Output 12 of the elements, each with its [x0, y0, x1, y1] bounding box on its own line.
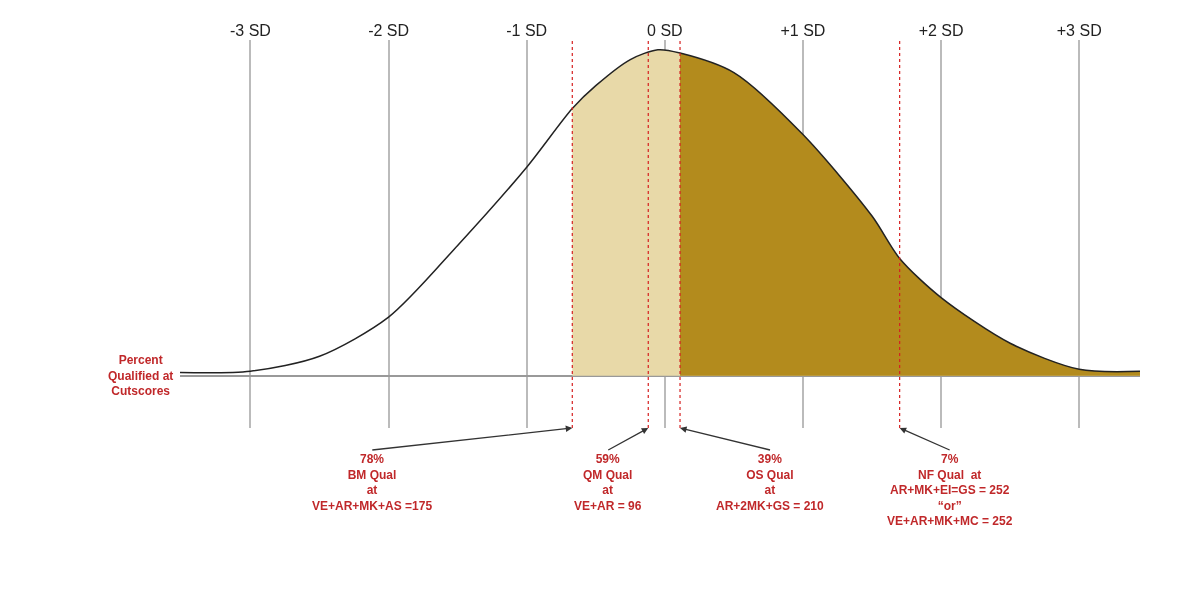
- text: 59% QM Qual at VE+AR = 96: [574, 452, 642, 513]
- text: 7% NF Qual at AR+MK+EI=GS = 252 “or” VE+AR+MK+MC = 252: [887, 452, 1013, 529]
- x-tick-label: -1 SD: [506, 21, 548, 39]
- text: 39% OS Qual at AR+2MK+GS = 210: [716, 452, 825, 513]
- x-tick-label: +2 SD: [918, 21, 964, 39]
- x-tick-label: -2 SD: [368, 21, 410, 39]
- x-tick-label: +3 SD: [1056, 21, 1102, 39]
- y-axis-title: Percent Qualified at Cutscores: [108, 353, 174, 399]
- x-tick-label: +1 SD: [780, 21, 826, 39]
- x-tick-label: -3 SD: [230, 21, 271, 39]
- text: 78% BM Qual at VE+AR+MK+AS =175: [312, 452, 433, 513]
- x-tick-label: 0 SD: [647, 21, 683, 39]
